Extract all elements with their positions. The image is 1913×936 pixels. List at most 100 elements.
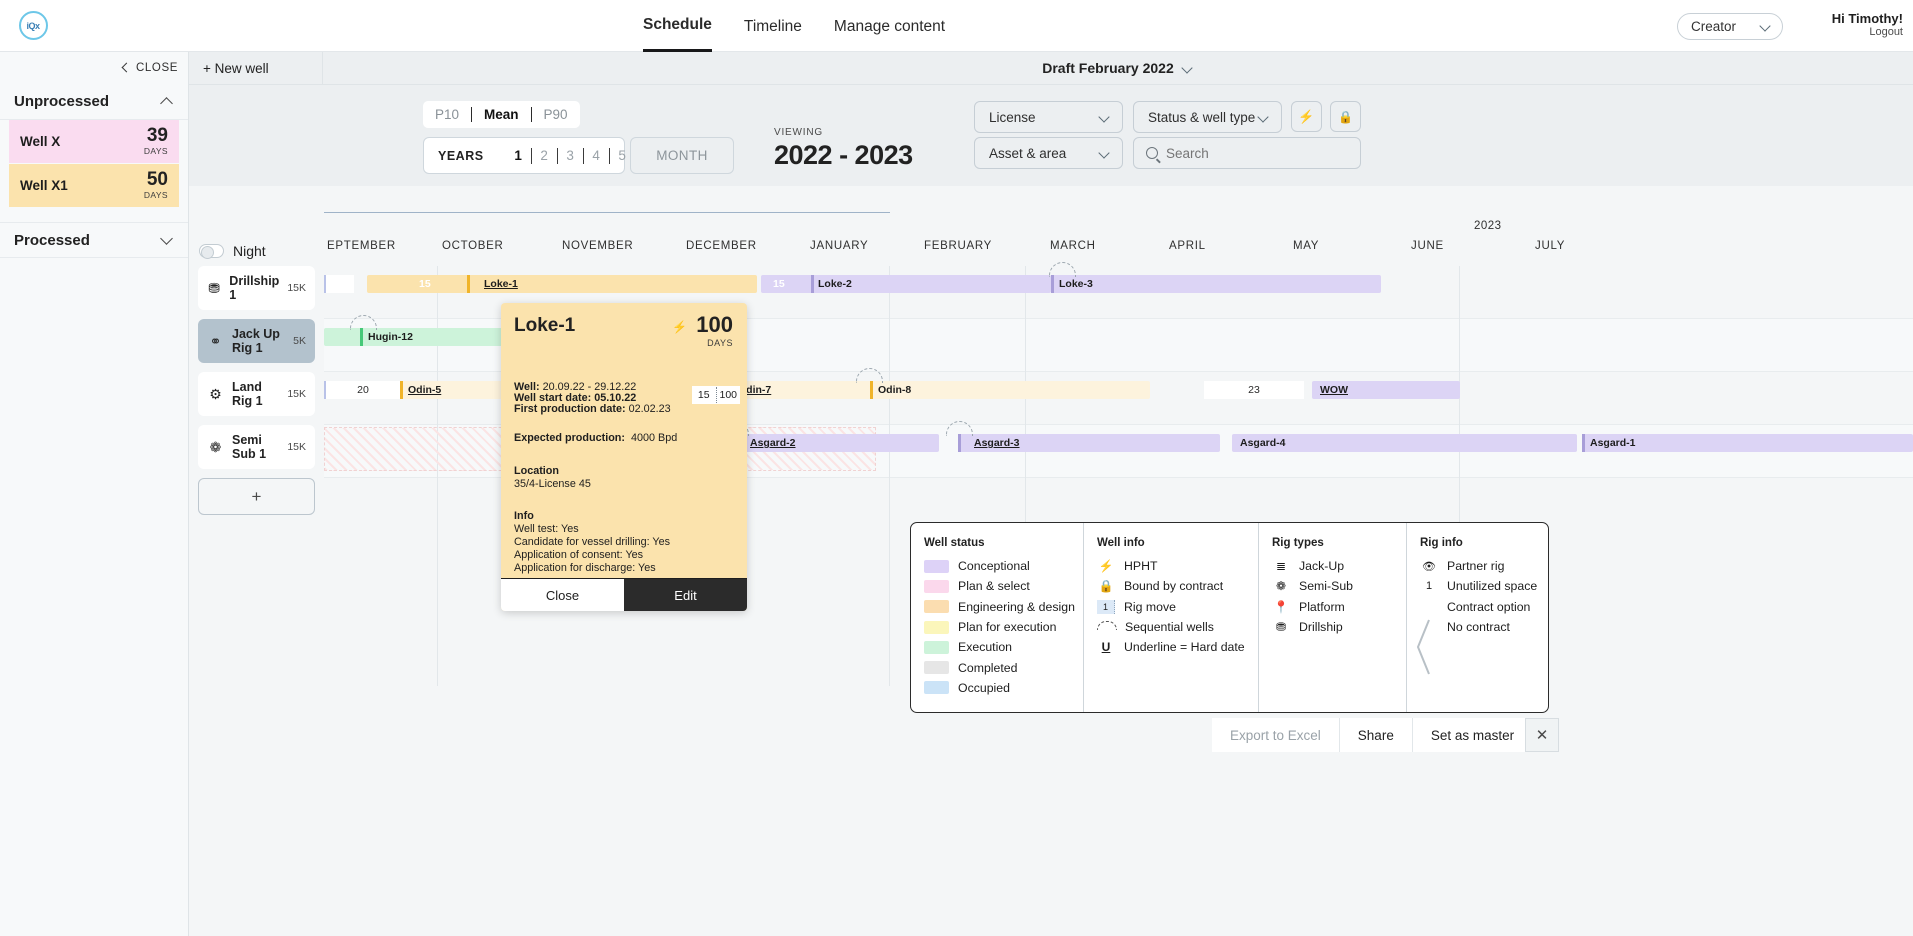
years-option-4[interactable]: 4 — [592, 148, 600, 163]
rig-row-jack-up-rig-1[interactable]: ⚭ Jack Up Rig 1 5K — [198, 319, 315, 363]
well-bar-asgard-4[interactable]: Asgard-4 — [1232, 434, 1577, 452]
rig-move[interactable]: 23 — [1204, 381, 1304, 399]
lane-land-rig-1[interactable] — [324, 372, 1913, 425]
years-option-2[interactable]: 2 — [540, 148, 548, 163]
gridline — [437, 266, 438, 686]
legend-label: Occupied — [958, 680, 1010, 695]
color-swatch — [924, 681, 949, 695]
rig-name: Land Rig 1 — [232, 379, 263, 408]
popup-edit-button[interactable]: Edit — [624, 579, 747, 611]
hard-date-tick — [811, 275, 814, 293]
contract-filter-button[interactable]: 🔒 — [1330, 101, 1361, 132]
rig-row-drillship-1[interactable]: ⛃ Drillship 1 15K — [198, 266, 315, 310]
share-button[interactable]: Share — [1338, 718, 1412, 752]
hard-date-tick — [360, 328, 363, 346]
percentile-p10[interactable]: P10 — [435, 107, 460, 122]
popup-days-value: 100 — [696, 312, 733, 337]
rig-capacity: 5K — [293, 335, 306, 347]
user-menu: Hi Timothy! Logout — [1832, 11, 1903, 38]
export-to-excel-button[interactable]: Export to Excel — [1212, 718, 1339, 752]
role-selector[interactable]: Creator — [1677, 13, 1783, 40]
legend-title: Well info — [1097, 537, 1145, 549]
legend-title: Rig types — [1272, 537, 1324, 549]
gridline — [1459, 266, 1460, 686]
sidebar-group-processed[interactable]: Processed — [0, 222, 188, 258]
set-as-master-button[interactable]: Set as master — [1411, 718, 1533, 752]
percentile-mean[interactable]: Mean — [484, 107, 519, 122]
night-toggle[interactable] — [199, 244, 224, 259]
well-bar-asgard-2[interactable]: Asgard-2 — [734, 434, 939, 452]
divider — [530, 147, 532, 164]
legend-item: ⚡ HPHT — [1097, 556, 1258, 576]
popup-expected-label: Expected production: — [514, 432, 625, 444]
legend-item: Execution — [924, 637, 1083, 657]
popup-info-line: Well test: Yes — [514, 523, 579, 535]
drillship-icon: ⛃ — [1275, 620, 1287, 635]
search-box[interactable] — [1133, 137, 1361, 169]
legend-item: Plan for execution — [924, 617, 1083, 637]
month-label: FEBRUARY — [924, 240, 993, 252]
popup-close-button[interactable]: Close — [501, 579, 624, 611]
well-bar-asgard-3[interactable]: Asgard-3 — [958, 434, 1220, 452]
well-bar-loke-2[interactable]: 15 Loke-2 — [761, 275, 1051, 293]
draft-selector[interactable]: Draft February 2022 — [323, 52, 1913, 85]
close-footer-button[interactable]: ✕ — [1525, 718, 1559, 752]
years-option-3[interactable]: 3 — [566, 148, 574, 163]
tab-schedule[interactable]: Schedule — [643, 0, 712, 52]
percentile-p90[interactable]: P90 — [543, 107, 568, 122]
percentile-switch: P10 Mean P90 — [423, 101, 580, 128]
legend-label: HPHT — [1124, 559, 1158, 574]
draft-label: Draft February 2022 — [1042, 60, 1174, 76]
rig-capacity: 15K — [287, 441, 306, 453]
list-item[interactable]: Well X1 50 DAYS — [9, 164, 179, 207]
new-well-button[interactable]: + New well — [189, 52, 323, 85]
well-bar-asgard-1[interactable]: Asgard-1 — [1582, 434, 1913, 452]
years-option-1[interactable]: 1 — [514, 148, 522, 163]
role-selector-label: Creator — [1691, 19, 1737, 34]
well-bar-label: Asgard-3 — [974, 437, 1020, 449]
well-bar-label: Asgard-1 — [1590, 437, 1636, 449]
add-rig-button[interactable]: + — [198, 478, 315, 515]
rig-name: Jack Up Rig 1 — [232, 326, 280, 355]
rig-row-land-rig-1[interactable]: ⚙ Land Rig 1 15K — [198, 372, 315, 416]
rig-move[interactable] — [324, 275, 354, 293]
sidebar-close-label: CLOSE — [136, 62, 178, 74]
month-view-button[interactable]: MONTH — [630, 137, 734, 174]
rig-move-left-value: 15 — [697, 389, 710, 401]
chevron-left-icon — [121, 64, 130, 73]
app-logo[interactable]: iQx — [8, 11, 58, 40]
status-well-type-filter[interactable]: Status & well type — [1133, 101, 1282, 133]
sidebar-close-button[interactable]: CLOSE — [0, 52, 188, 84]
asset-filter-label: Asset & area — [989, 145, 1067, 161]
well-days: 39 — [146, 125, 168, 147]
license-filter[interactable]: License — [974, 101, 1123, 133]
rig-move[interactable]: 20 — [324, 381, 400, 399]
tab-manage-content[interactable]: Manage content — [833, 17, 946, 35]
well-bar-odin-8[interactable]: Odin-8 — [870, 381, 1150, 399]
legend-label: Bound by contract — [1124, 579, 1224, 594]
logout-link[interactable]: Logout — [1869, 26, 1903, 38]
popup-well-label: Well: — [514, 381, 543, 393]
legend-item: 1 Unutilized space — [1420, 576, 1548, 596]
popup-location-value: 35/4-License 45 — [514, 478, 591, 490]
rig-row-semi-sub-1[interactable]: ❁ Semi Sub 1 15K — [198, 425, 315, 469]
well-bar-loke-3[interactable]: Loke-3 — [1051, 275, 1381, 293]
sidebar-group-label: Unprocessed — [14, 93, 110, 110]
search-input[interactable] — [1166, 145, 1336, 161]
year-label: 2023 — [1474, 220, 1502, 232]
well-bar-wow[interactable]: WOW — [1312, 381, 1460, 399]
main-tabs: Schedule Timeline Manage content — [643, 0, 945, 52]
years-option-5[interactable]: 5 — [618, 148, 626, 163]
well-bar-loke-1[interactable]: 15 Loke-1 — [367, 275, 757, 293]
lane-drillship-1[interactable] — [324, 266, 1913, 319]
sidebar-group-unprocessed[interactable]: Unprocessed — [0, 84, 188, 120]
well-bar-label: Loke-3 — [1059, 278, 1093, 290]
legend-item: U Underline = Hard date — [1097, 637, 1258, 657]
legend-label: Jack-Up — [1299, 559, 1345, 574]
tab-timeline[interactable]: Timeline — [743, 17, 802, 35]
asset-area-filter[interactable]: Asset & area — [974, 137, 1123, 169]
list-item[interactable]: Well X 39 DAYS — [9, 120, 179, 163]
viewing-label: VIEWING — [774, 127, 823, 138]
legend-label: Engineering & design — [958, 599, 1075, 614]
hpht-filter-button[interactable]: ⚡ — [1291, 101, 1322, 132]
